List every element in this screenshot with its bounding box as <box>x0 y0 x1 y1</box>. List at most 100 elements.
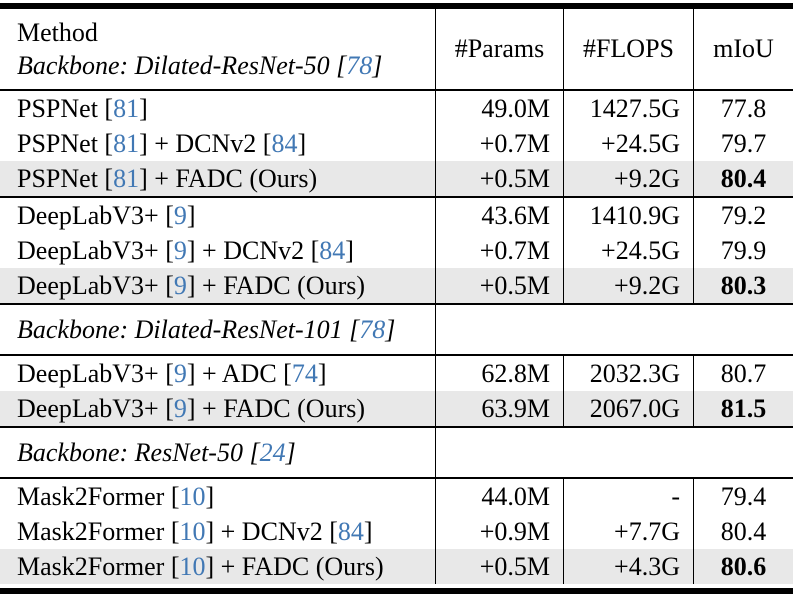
method-cell: DeepLabV3+ [9] + ADC [74] <box>0 356 435 391</box>
params-cell: 44.0M <box>435 479 563 514</box>
table-top-rule <box>0 3 793 9</box>
miou-cell: 79.2 <box>693 198 793 233</box>
citation-link[interactable]: 10 <box>179 516 206 546</box>
method-text: DeepLabV3+ [ <box>17 235 174 265</box>
flops-cell: 2032.3G <box>563 356 693 391</box>
method-cell: DeepLabV3+ [9] + FADC (Ours) <box>0 268 435 303</box>
citation-link[interactable]: 10 <box>179 481 206 511</box>
method-cell: DeepLabV3+ [9] <box>0 198 435 233</box>
method-cell: Mask2Former [10] + DCNv2 [84] <box>0 514 435 549</box>
flops-cell: +7.7G <box>563 514 693 549</box>
header-rule <box>0 89 793 91</box>
method-cell: PSPNet [81] + DCNv2 [84] <box>0 126 435 161</box>
table-row: PSPNet [81] + DCNv2 [84] +0.7M +24.5G 79.7 <box>0 126 793 161</box>
backbone-label: Backbone: ResNet-50 [24] <box>0 428 435 477</box>
citation-link[interactable]: 10 <box>179 551 206 581</box>
column-header-method: Method <box>17 18 98 47</box>
table-row: Mask2Former [10] 44.0M -79.4 <box>0 479 793 514</box>
citation-link[interactable]: 78 <box>359 314 386 344</box>
column-header-params: #Params <box>435 9 563 89</box>
method-text: ] + DCNv2 [ <box>205 516 338 546</box>
method-text: ] <box>317 358 327 388</box>
params-cell: 49.0M <box>435 91 563 126</box>
method-text: DeepLabV3+ [ <box>17 270 174 300</box>
citation-link[interactable]: 74 <box>291 358 318 388</box>
method-cell: Mask2Former [10] + FADC (Ours) <box>0 549 435 584</box>
method-text: Mask2Former [ <box>17 481 180 511</box>
method-text: ] <box>285 437 296 467</box>
column-header-flops: #FLOPS <box>563 9 693 89</box>
citation-link[interactable]: 9 <box>173 270 187 300</box>
method-cell: Mask2Former [10] <box>0 479 435 514</box>
citation-link[interactable]: 81 <box>113 93 140 123</box>
citation-link[interactable]: 81 <box>113 128 140 158</box>
method-text: ] + FADC (Ours) <box>139 163 318 193</box>
flops-cell: 2067.0G <box>563 391 693 426</box>
method-text: ] + DCNv2 [ <box>139 128 272 158</box>
method-text: ] + DCNv2 [ <box>186 235 320 265</box>
citation-link[interactable]: 84 <box>271 128 298 158</box>
miou-cell: 80.3 <box>693 268 793 303</box>
method-text: ] + FADC (Ours) <box>186 393 366 423</box>
method-text: PSPNet [ <box>17 93 114 123</box>
method-text: ] + FADC (Ours) <box>186 270 366 300</box>
citation-link[interactable]: 9 <box>173 393 187 423</box>
section-rule <box>0 477 793 479</box>
citation-link[interactable]: 78 <box>346 51 373 80</box>
table-row: Mask2Former [10] + DCNv2 [84] +0.9M +7.7G 8… <box>0 514 793 549</box>
citation-link[interactable]: 9 <box>173 200 187 230</box>
citation-link[interactable]: 9 <box>173 235 187 265</box>
method-text: ] + ADC [ <box>186 358 292 388</box>
section-rule <box>0 354 793 356</box>
table-header-row: Method Backbone: Dilated-ResNet-50 [78] … <box>0 9 793 89</box>
method-header-cell: Method Backbone: Dilated-ResNet-50 [78] <box>0 9 435 89</box>
params-cell: +0.7M <box>435 126 563 161</box>
flops-cell: 1410.9G <box>563 198 693 233</box>
params-cell: 63.9M <box>435 391 563 426</box>
citation-link[interactable]: 84 <box>337 516 364 546</box>
flops-cell: +9.2G <box>563 161 693 196</box>
method-text: ] <box>186 200 196 230</box>
backbone-label: Backbone: Dilated-ResNet-101 [78] <box>0 305 435 354</box>
method-text: DeepLabV3+ [ <box>17 358 174 388</box>
method-text: ] <box>345 235 354 265</box>
backbone-subtitle: Backbone: Dilated-ResNet-50 [78] <box>17 49 382 82</box>
flops-cell: +24.5G <box>563 126 693 161</box>
section-rule <box>0 303 793 305</box>
table-bottom-rule <box>0 588 793 594</box>
citation-link[interactable]: 84 <box>319 235 346 265</box>
method-text: PSPNet [ <box>17 163 114 193</box>
table-row: DeepLabV3+ [9] + FADC (Ours) 63.9M 2067.0G… <box>0 391 793 426</box>
params-cell: +0.5M <box>435 161 563 196</box>
flops-cell: +9.2G <box>563 268 693 303</box>
params-cell: 62.8M <box>435 356 563 391</box>
method-text: ] + FADC (Ours) <box>205 551 384 581</box>
method-text: Mask2Former [ <box>17 516 180 546</box>
table-row: Mask2Former [10] + FADC (Ours) +0.5M +4.3G… <box>0 549 793 584</box>
citation-link[interactable]: 24 <box>259 437 286 467</box>
flops-cell: +4.3G <box>563 549 693 584</box>
section-rule <box>0 196 793 198</box>
method-text: ] <box>372 51 383 80</box>
params-cell: +0.9M <box>435 514 563 549</box>
method-text: DeepLabV3+ [ <box>17 393 174 423</box>
method-cell: DeepLabV3+ [9] + FADC (Ours) <box>0 391 435 426</box>
method-text: Mask2Former [ <box>17 551 180 581</box>
empty-params-cell <box>435 305 563 354</box>
table-body: PSPNet [81] 49.0M 1427.5G 77.8 PSPNet [81] +… <box>0 91 793 584</box>
miou-cell: 79.4 <box>693 479 793 514</box>
method-text: ] <box>139 93 148 123</box>
empty-params-cell <box>435 428 563 477</box>
table-row: PSPNet [81] 49.0M 1427.5G 77.8 <box>0 91 793 126</box>
method-text: Backbone: Dilated-ResNet-50 [ <box>17 51 347 80</box>
params-cell: +0.7M <box>435 233 563 268</box>
miou-cell: 79.9 <box>693 233 793 268</box>
citation-link[interactable]: 9 <box>173 358 187 388</box>
citation-link[interactable]: 81 <box>113 163 140 193</box>
backbone-section-row: Backbone: ResNet-50 [24] <box>0 428 793 477</box>
miou-cell: 80.4 <box>693 514 793 549</box>
column-header-miou: mIoU <box>693 9 793 89</box>
table-row: PSPNet [81] + FADC (Ours) +0.5M +9.2G 80.4 <box>0 161 793 196</box>
backbone-section-row: Backbone: Dilated-ResNet-101 [78] <box>0 305 793 354</box>
